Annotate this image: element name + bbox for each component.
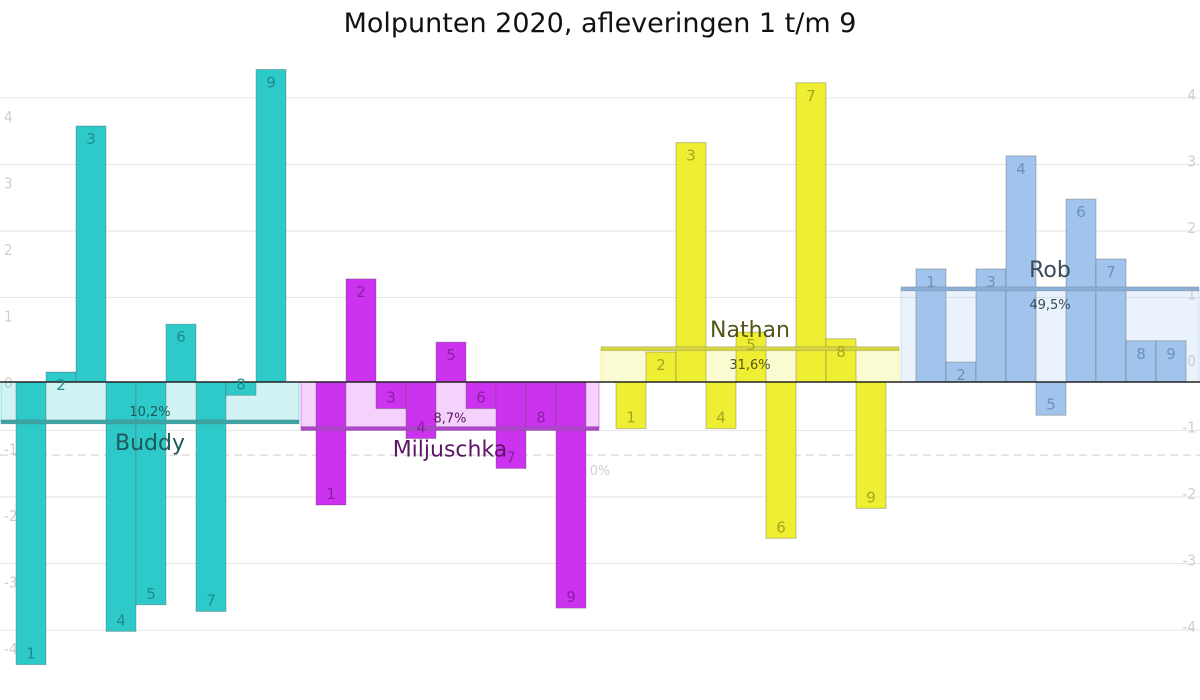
series-name: Miljuschka [393, 438, 508, 463]
y-tick-left: -1 [4, 441, 17, 459]
average-line [900, 286, 1200, 292]
bar-label: 5 [146, 585, 156, 603]
reference-label: 0% [590, 464, 611, 479]
bar-label: 6 [176, 328, 186, 346]
bar-label: 4 [116, 611, 126, 629]
percentage-label: 10,2% [129, 405, 170, 420]
bar-label: 9 [566, 588, 576, 606]
bar-label: 3 [986, 273, 996, 291]
y-tick-left: 4 [4, 108, 13, 126]
y-tick-left: -4 [4, 640, 17, 658]
bar [735, 331, 767, 383]
bar-label: 3 [386, 389, 396, 407]
bar [165, 323, 197, 383]
y-tick-left: 2 [4, 241, 13, 259]
bar [825, 338, 857, 383]
bar-label: 6 [776, 518, 786, 536]
bar-label: 5 [746, 336, 756, 354]
percentage-label: 31,6% [729, 358, 770, 373]
bar [1005, 155, 1037, 383]
bar-label: 6 [476, 389, 486, 407]
bar [315, 381, 347, 506]
labels: 1 2 3 4 5 6 7 8 9 10,2% Buddy 1 2 3 4 5 6 7 8 9 8,7% Miljusch… [26, 73, 1176, 662]
bar [135, 381, 167, 606]
bar-label: 2 [56, 376, 66, 394]
y-tick-right: 4 [1187, 86, 1196, 104]
bar-label: 9 [266, 73, 276, 91]
bar-label: 1 [326, 485, 336, 503]
y-tick-left: 1 [4, 308, 13, 326]
y-tick-right: 0 [1187, 352, 1196, 370]
series-name: Nathan [710, 318, 790, 343]
average-line [600, 346, 900, 352]
bar [1095, 258, 1127, 383]
bar [675, 142, 707, 383]
percentage-label: 49,5% [1029, 298, 1070, 313]
bar [435, 341, 467, 383]
bar [15, 381, 47, 666]
bar-label: 4 [416, 419, 426, 437]
bar [615, 381, 647, 430]
bar-label: 5 [446, 346, 456, 364]
y-tick-right: -3 [1183, 552, 1196, 570]
bar [795, 82, 827, 383]
bar-label: 2 [956, 366, 966, 384]
y-tick-left: -3 [4, 574, 17, 592]
series-name: Rob [1029, 258, 1071, 283]
bar-label: 2 [656, 356, 666, 374]
bar [345, 278, 377, 383]
bar [555, 381, 587, 609]
bar [1155, 340, 1187, 383]
bar-label: 9 [1166, 345, 1176, 363]
bar-label: 7 [806, 87, 816, 105]
bar [765, 381, 797, 539]
bar-label: 6 [1076, 203, 1086, 221]
y-tick-right: -2 [1183, 485, 1196, 503]
bar [705, 381, 737, 430]
bar [1035, 381, 1067, 416]
bar-label: 8 [536, 409, 546, 427]
y-tick-left: 3 [4, 175, 13, 193]
bar-label: 7 [1106, 263, 1116, 281]
bar-label: 7 [506, 448, 516, 466]
y-tick-right: -1 [1183, 419, 1196, 437]
bar [75, 125, 107, 383]
bar [255, 68, 287, 383]
bar-label: 1 [926, 273, 936, 291]
y-tick-right: 2 [1187, 219, 1196, 237]
bar-label: 4 [1016, 160, 1026, 178]
series-name: Buddy [115, 431, 185, 456]
average-line [300, 426, 600, 431]
y-tick-right: 1 [1187, 286, 1196, 304]
percentage-label: 8,7% [433, 412, 466, 427]
y-tick-right: -4 [1183, 618, 1196, 636]
bar [855, 381, 887, 509]
bars [15, 68, 1187, 666]
y-axis-ticks: 4 3 2 1 0 -1 -2 -3 -4 4 3 2 1 0 -1 -2 -3 -4 [4, 86, 1196, 658]
bar-label: 1 [626, 409, 636, 427]
y-tick-left: -2 [4, 507, 17, 525]
bar-label: 5 [1046, 395, 1056, 413]
bar-label: 8 [1136, 345, 1146, 363]
y-tick-right: 3 [1187, 153, 1196, 171]
bar-label: 2 [356, 283, 366, 301]
bar-label: 3 [686, 147, 696, 165]
y-tick-left: 0 [4, 374, 13, 392]
average-lines [0, 286, 1200, 431]
chart-title: Molpunten 2020, afleveringen 1 t/m 9 [344, 8, 857, 39]
bar-label: 4 [716, 409, 726, 427]
bar-label: 1 [26, 645, 36, 663]
bar-label: 7 [206, 591, 216, 609]
bar-label: 9 [866, 488, 876, 506]
bar-label: 8 [236, 375, 246, 393]
bar-label: 3 [86, 130, 96, 148]
bar [195, 381, 227, 612]
bar-label: 8 [836, 343, 846, 361]
average-line [0, 419, 300, 425]
